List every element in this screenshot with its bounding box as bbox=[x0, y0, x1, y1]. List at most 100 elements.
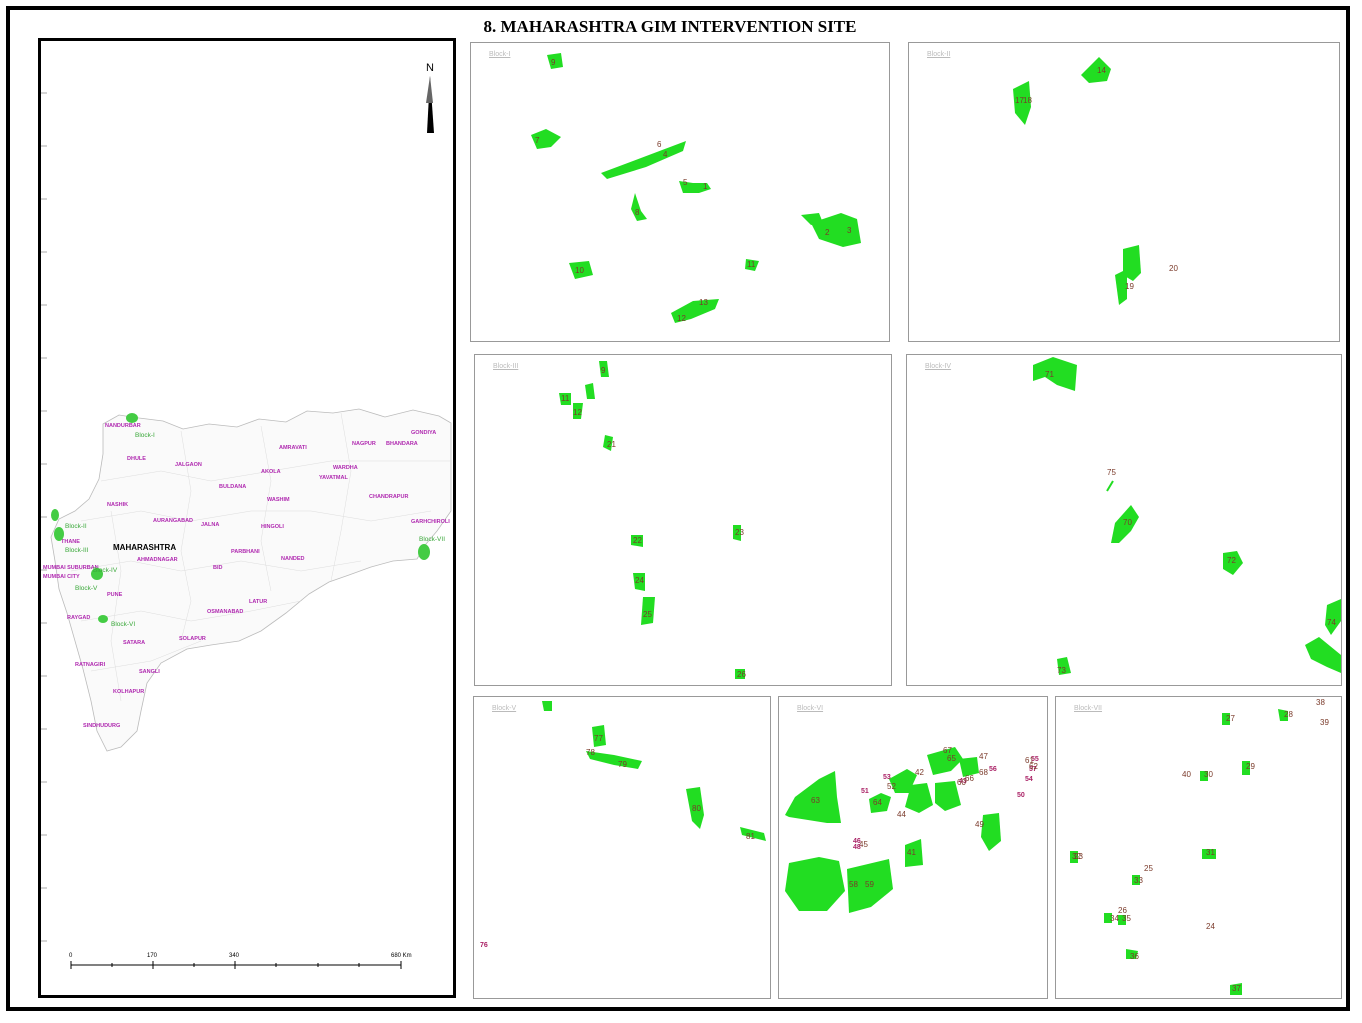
district-label: HINGOLI bbox=[261, 524, 284, 530]
site-number-label: 70 bbox=[1123, 518, 1132, 527]
district-label: MUMBAI CITY bbox=[43, 574, 80, 580]
district-label: OSMANABAD bbox=[207, 609, 243, 615]
district-boundaries bbox=[70, 412, 451, 702]
site-number-label: 30 bbox=[1204, 770, 1213, 779]
site-number-label: 32 bbox=[1072, 852, 1081, 861]
block-panel-map: 27 28 29 30 31 32 33 34 35 36 37 38 39 40 25 26 24 23 bbox=[1070, 698, 1329, 995]
state-label: MAHARASHTRA bbox=[113, 543, 176, 552]
block-label: Block-I bbox=[135, 432, 155, 439]
site-number-label: 75 bbox=[1107, 468, 1116, 477]
site-number-label: 36 bbox=[1130, 952, 1139, 961]
site-number-label: 21 bbox=[607, 440, 616, 449]
site-number-label: 43 bbox=[959, 778, 967, 785]
district-label: AHMADNAGAR bbox=[137, 557, 178, 563]
block-panel-6: Block-VI 63 64 41 42 43 44 45 46 47 48 49 50 51 52 53 5… bbox=[778, 696, 1048, 999]
site-number-label: 24 bbox=[1206, 922, 1215, 931]
site-number-label: 79 bbox=[618, 760, 627, 769]
block-spot bbox=[51, 509, 59, 521]
district-label: BHANDARA bbox=[386, 441, 418, 447]
site-number-label: 23 bbox=[735, 528, 744, 537]
scale-bar: 0 170 340 680 Km bbox=[69, 953, 412, 969]
site-number-label: 6 bbox=[657, 140, 662, 149]
block-panel-map: 9 7 64 3 2 1 5 8 10 11 12 13 bbox=[531, 53, 861, 323]
block-spots bbox=[51, 413, 430, 623]
site-number-label: 25 bbox=[1144, 864, 1153, 873]
district-label: WARDHA bbox=[333, 465, 358, 471]
site-number-label: 51 bbox=[861, 788, 869, 795]
district-label: WASHIM bbox=[267, 497, 290, 503]
block-label: Block-II bbox=[65, 523, 87, 530]
district-label: CHANDRAPUR bbox=[369, 494, 408, 500]
site-number-label: 45 bbox=[859, 840, 868, 849]
site-number-label: 1 bbox=[703, 182, 708, 191]
site-number-label: 5 bbox=[683, 178, 688, 187]
site-number-label: 56 bbox=[989, 766, 997, 773]
district-label: BULDANA bbox=[219, 484, 246, 490]
site-number-label: 8 bbox=[635, 208, 640, 217]
site-number-label: 33 bbox=[1134, 876, 1143, 885]
block-panel-label: Block-VII bbox=[1074, 705, 1103, 712]
block-panel-label: Block-V bbox=[492, 705, 517, 712]
site-number-label: 40 bbox=[1182, 770, 1191, 779]
district-label: NAGPUR bbox=[352, 441, 376, 447]
site-number-label: 46 bbox=[853, 838, 861, 845]
district-label: SOLAPUR bbox=[179, 636, 206, 642]
district-label: NANDED bbox=[281, 556, 305, 562]
site-number-label: 13 bbox=[699, 298, 708, 307]
site-number-label: 23 bbox=[1074, 852, 1083, 861]
site-number-label: 7 bbox=[535, 136, 540, 145]
block-panel-1: Block-I 9 7 6 4 3 2 1 5 8 10 11 12 13 bbox=[470, 42, 890, 342]
scale-tick-label: 0 bbox=[69, 953, 73, 959]
block-spot bbox=[98, 615, 108, 623]
block-panel-7: Block-VII 27 28 29 30 31 32 33 34 35 36 37 38 39 40 25… bbox=[1055, 696, 1342, 999]
block-panel-label: Block-II bbox=[927, 51, 951, 58]
district-label: SINDHUDURG bbox=[83, 723, 120, 729]
scale-tick-label: 170 bbox=[147, 953, 158, 959]
site-number-label: 65 bbox=[947, 754, 956, 763]
site-number-label: 58 bbox=[849, 880, 858, 889]
site-number-label: 61 bbox=[1025, 756, 1034, 765]
district-label: AMRAVATI bbox=[279, 445, 307, 451]
site-number-label: 9 bbox=[551, 58, 556, 67]
block-panel-map: 14 17 18 19 20 bbox=[1013, 57, 1178, 305]
site-number-label: 2 bbox=[825, 228, 830, 237]
block-panel-2: Block-II 14 17 18 19 20 bbox=[908, 42, 1340, 342]
site-number-label: 55 bbox=[1031, 756, 1039, 763]
site-number-label: 11 bbox=[747, 260, 756, 269]
scale-tick-label: 340 bbox=[229, 953, 240, 959]
block-label: Block-VI bbox=[111, 621, 135, 628]
site-number-label: 25 bbox=[643, 610, 652, 619]
map-frame bbox=[6, 6, 1350, 1011]
district-label: NANDURBAR bbox=[105, 423, 141, 429]
site-number-label: 77 bbox=[594, 734, 603, 743]
site-number-label: 64 bbox=[873, 798, 882, 807]
district-label: KOLHAPUR bbox=[113, 689, 144, 695]
site-number-label: 9 bbox=[601, 366, 606, 375]
site-number-label: 37 bbox=[1232, 984, 1241, 993]
site-number-label: 53 bbox=[883, 774, 891, 781]
block-spot bbox=[418, 544, 430, 560]
site-number-label: 35 bbox=[1122, 914, 1131, 923]
north-arrow-icon bbox=[426, 76, 434, 133]
district-label: PARBHANI bbox=[231, 549, 260, 555]
overview-map-canvas: N NANDURBAR DHULE JALGAON AMRAVATI NAGPUR BHA… bbox=[41, 62, 452, 969]
district-label: GARHCHIROLI bbox=[411, 519, 450, 525]
district-label: AURANGABAD bbox=[153, 518, 193, 524]
site-number-label: 52 bbox=[887, 782, 896, 791]
overview-map: N NANDURBAR DHULE JALGAON AMRAVATI NAGPUR BHA… bbox=[38, 38, 456, 998]
site-number-label: 62 bbox=[1029, 762, 1038, 771]
site-number-label: 59 bbox=[865, 880, 874, 889]
site-number-label: 26 bbox=[737, 670, 746, 679]
site-number-label: 60 bbox=[957, 778, 966, 787]
site-number-label: 4 bbox=[663, 150, 668, 159]
site-number-label: 66 bbox=[965, 774, 974, 783]
district-label: JALNA bbox=[201, 522, 219, 528]
site-number-label: 28 bbox=[1284, 710, 1293, 719]
site-number-label: 10 bbox=[575, 266, 584, 275]
site-number-label: 68 bbox=[979, 768, 988, 777]
site-number-label: 47 bbox=[979, 752, 988, 761]
site-number-label: 31 bbox=[1206, 848, 1215, 857]
site-number-label: 39 bbox=[1320, 718, 1329, 727]
